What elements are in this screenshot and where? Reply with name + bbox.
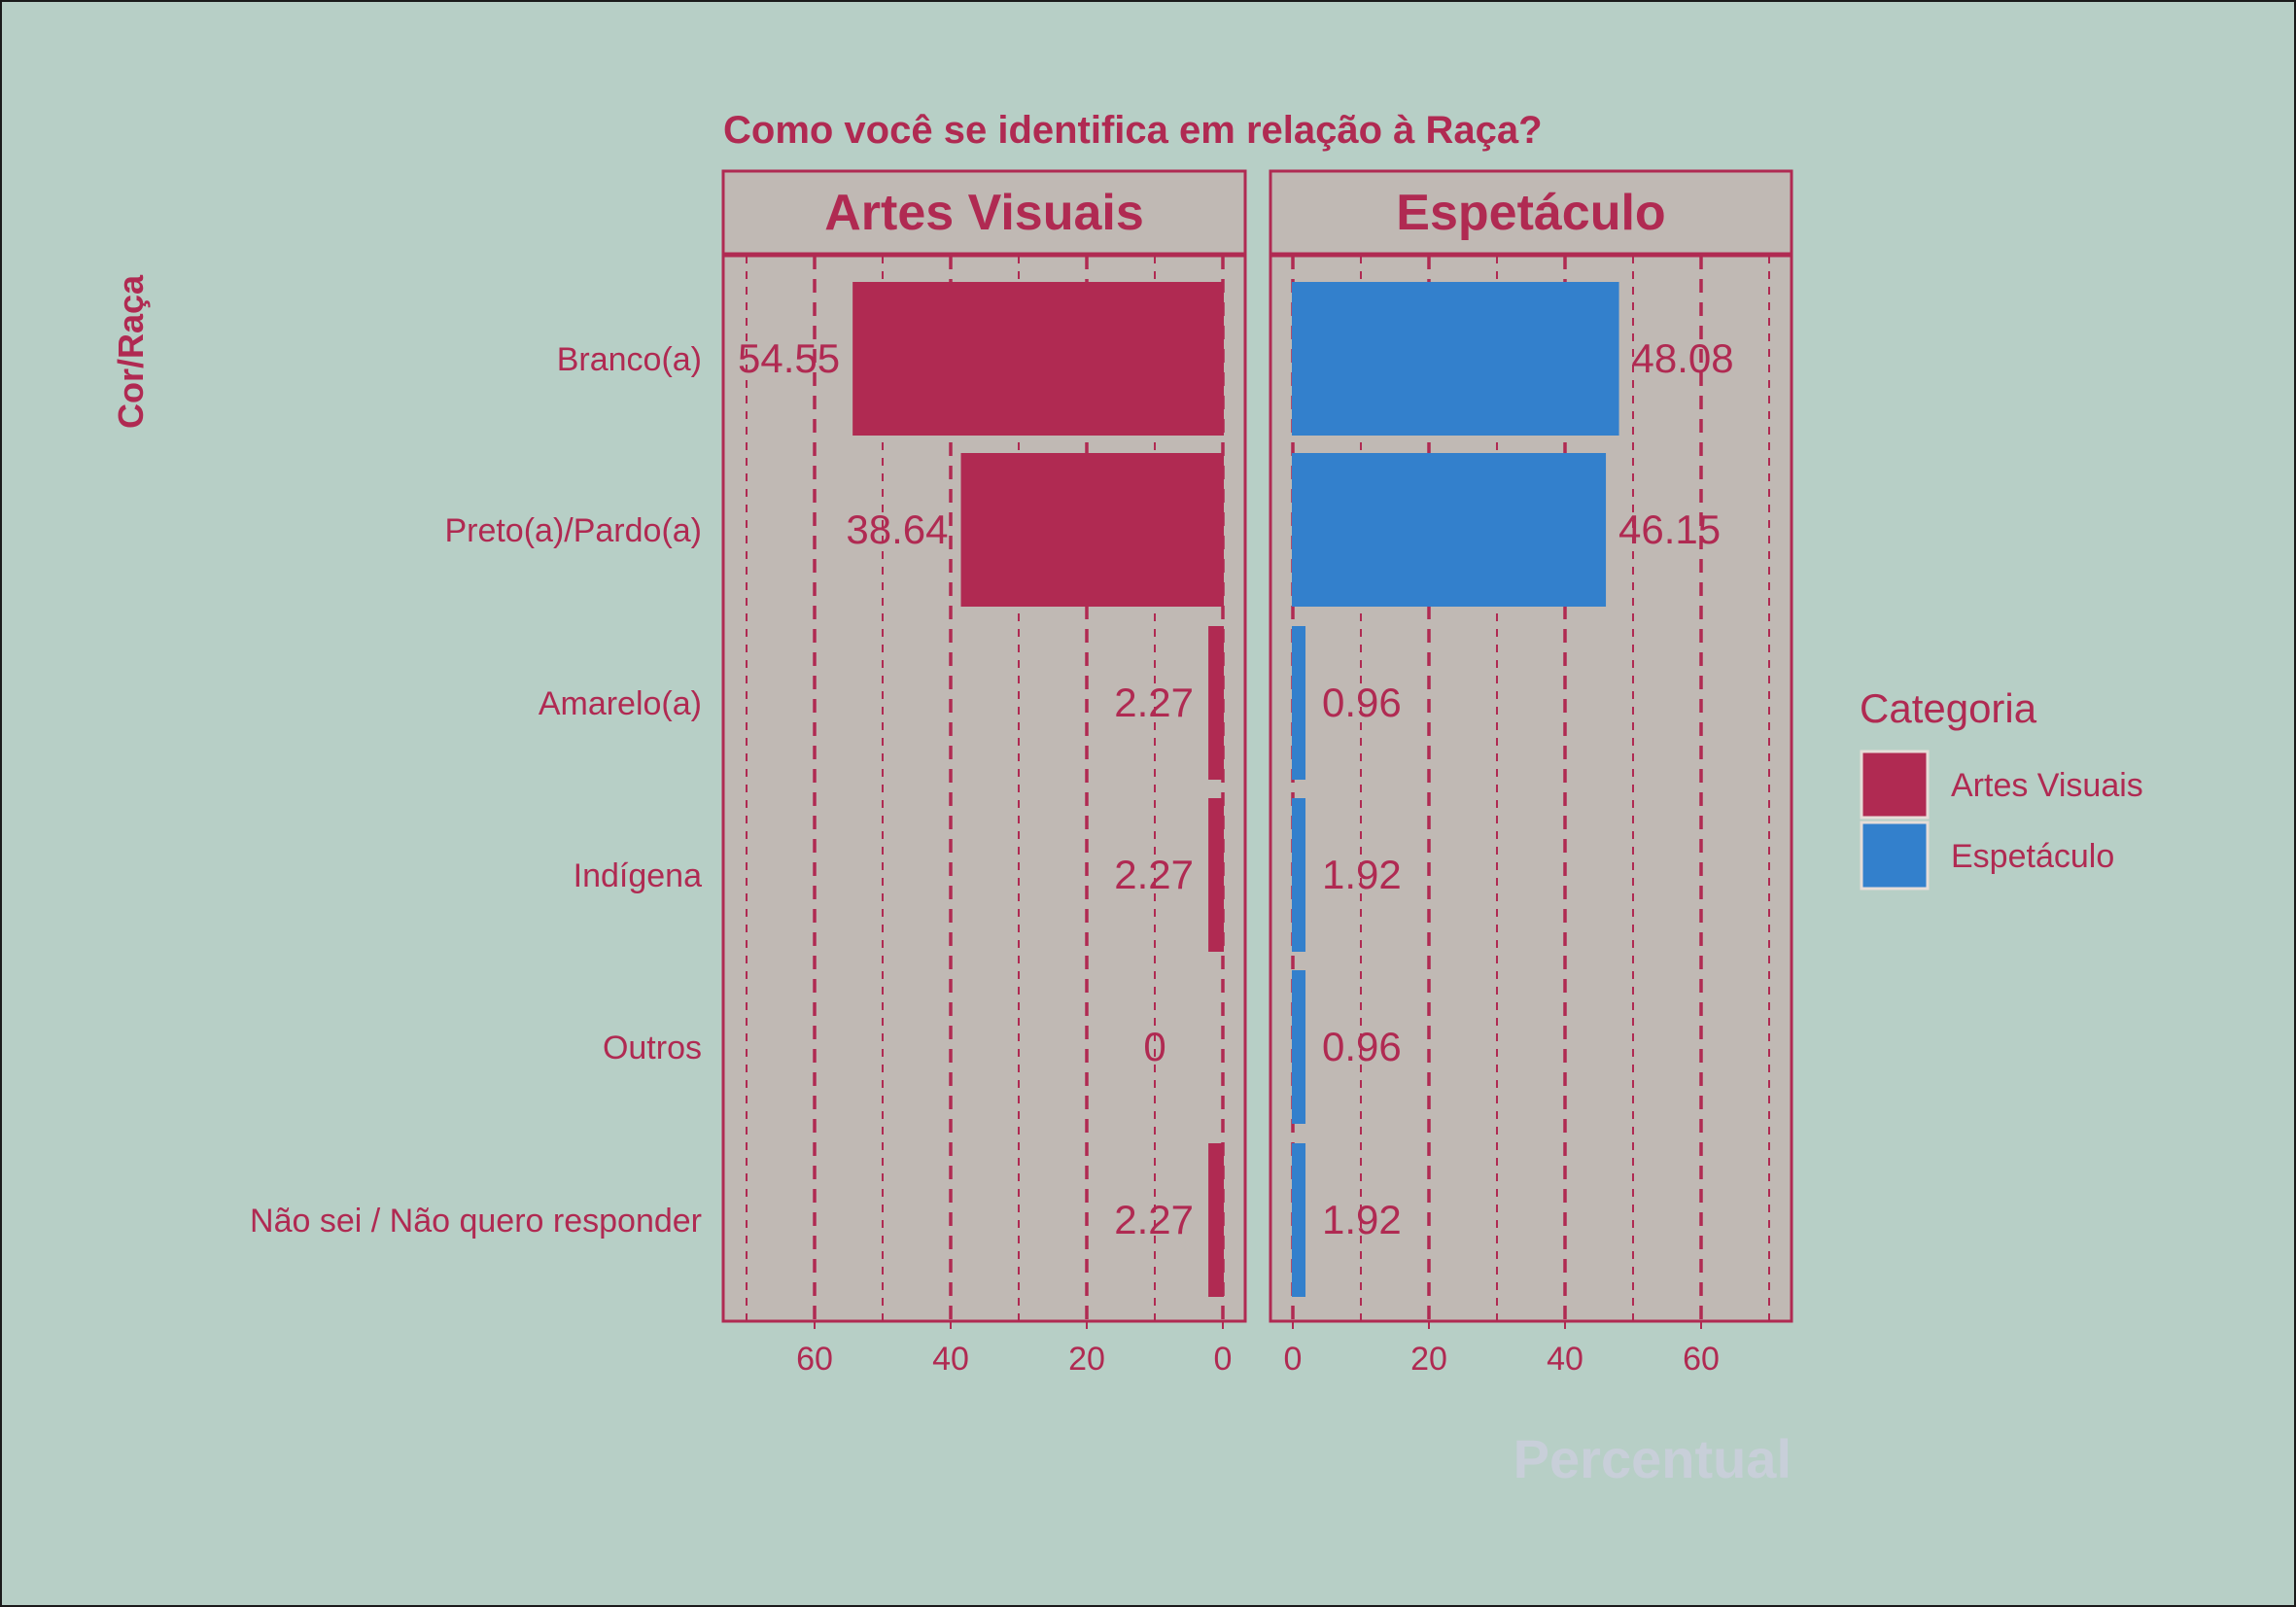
legend-title: Categoria (1860, 685, 2037, 731)
facet-strip-label: Espetáculo (1396, 185, 1665, 241)
x-axis-title: Percentual (1513, 1428, 1792, 1489)
legend-entry-label: Espetáculo (1951, 838, 2114, 875)
legend-swatch (1860, 821, 1930, 891)
bar (1292, 453, 1607, 607)
category-label: Preto(a)/Pardo(a) (444, 512, 702, 549)
x-tick-label: 20 (1410, 1341, 1447, 1378)
category-label: Branco(a) (557, 341, 702, 378)
facet-strip (1269, 169, 1793, 256)
category-label: Amarelo(a) (539, 685, 702, 722)
x-tick-label: 20 (1068, 1341, 1105, 1378)
data-label: 2.27 (1114, 1197, 1194, 1242)
data-label: 1.92 (1322, 1197, 1402, 1242)
data-label: 48.08 (1632, 335, 1734, 381)
data-label: 0.96 (1322, 1024, 1402, 1069)
panel-border (1269, 254, 1793, 1323)
x-tick-label: 60 (796, 1341, 833, 1378)
x-tick-label: 0 (1284, 1341, 1303, 1378)
panel-border (721, 254, 1247, 1323)
category-label: Outros (603, 1030, 702, 1066)
panel-artes-visuais: Artes Visuais 54.55 38.64 2.27 2.27 0 2.27 0 20 4… (721, 169, 1247, 1378)
bar (1292, 282, 1619, 436)
bar (1292, 626, 1305, 780)
y-axis-title: Cor/Raça (111, 274, 151, 429)
panel-espetáculo: Espetáculo 48.08 46.15 0.96 1.92 0.96 1.92 0 20 4… (1269, 169, 1793, 1378)
bar (960, 453, 1224, 607)
chart-title: Como você se identifica em relação à Raç… (723, 109, 1543, 152)
x-tick-label: 60 (1683, 1341, 1720, 1378)
x-tick-label: 0 (1214, 1341, 1233, 1378)
bar (852, 282, 1224, 436)
facet-strip (721, 169, 1247, 256)
data-label: 46.15 (1618, 507, 1721, 552)
legend-entry-label: Artes Visuais (1951, 767, 2143, 804)
data-label: 1.92 (1322, 852, 1402, 897)
x-tick-label: 40 (1547, 1341, 1583, 1378)
data-label: 0 (1143, 1024, 1165, 1069)
data-label: 38.64 (846, 507, 948, 552)
facet-panels: Artes Visuais 54.55 38.64 2.27 2.27 0 2.27 0 20 4… (721, 169, 1793, 1378)
bar (1292, 970, 1305, 1124)
bar (1292, 798, 1305, 952)
data-label: 2.27 (1114, 852, 1194, 897)
data-label: 0.96 (1322, 680, 1402, 725)
data-label: 2.27 (1114, 680, 1194, 725)
category-label: Indígena (574, 857, 702, 894)
bar (1292, 1143, 1305, 1297)
category-labels: Branco(a) Preto(a)/Pardo(a) Amarelo(a) Indí… (250, 341, 702, 1240)
bar (1208, 626, 1224, 780)
legend: Categoria Artes Visuais Espetáculo (1860, 685, 2143, 891)
legend-swatch (1860, 750, 1930, 820)
category-label: Não sei / Não quero responder (250, 1203, 702, 1240)
bar (1208, 798, 1224, 952)
data-label: 54.55 (738, 335, 840, 381)
facet-strip-label: Artes Visuais (824, 185, 1144, 241)
bar (1208, 1143, 1224, 1297)
x-tick-label: 40 (932, 1341, 969, 1378)
